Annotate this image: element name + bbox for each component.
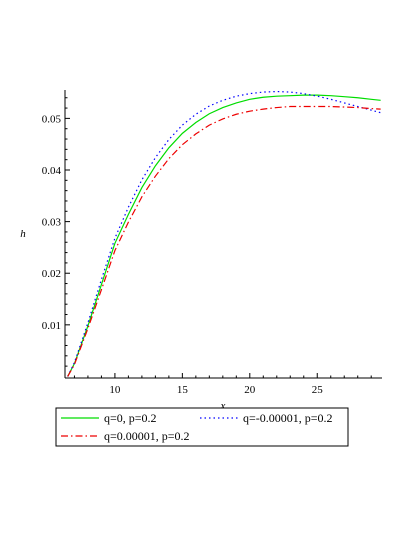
legend-label-qpos: q=0.00001, p=0.2 <box>104 429 190 443</box>
series-line-2 <box>67 105 381 377</box>
series-line-0 <box>67 94 381 377</box>
x-tick-label: 15 <box>177 384 189 396</box>
y-tick-label: 0.03 <box>42 217 62 229</box>
y-tick-label: 0.01 <box>42 320 61 332</box>
legend-box <box>55 407 349 447</box>
y-tick-label: 0.02 <box>42 268 61 280</box>
legend: q=0, p=0.2 q=-0.00001, p=0.2 q=0.00001, … <box>55 407 349 447</box>
x-axis-title: x <box>220 400 226 412</box>
x-tick-label: 20 <box>244 384 256 396</box>
x-axis-ticks: 10 15 20 25 <box>73 373 372 396</box>
series-lines <box>67 90 381 377</box>
series-line-1 <box>67 90 381 377</box>
y-tick-label: 0.05 <box>42 113 62 125</box>
y-axis-ticks: 0.01 0.02 0.03 0.04 0.05 <box>42 97 70 367</box>
y-tick-label: 0.04 <box>42 165 62 177</box>
x-tick-label: 10 <box>109 384 121 396</box>
legend-label-q0: q=0, p=0.2 <box>104 411 157 425</box>
legend-label-qneg: q=-0.00001, p=0.2 <box>243 411 333 425</box>
y-axis-title: h <box>20 228 26 240</box>
x-tick-label: 25 <box>312 384 324 396</box>
